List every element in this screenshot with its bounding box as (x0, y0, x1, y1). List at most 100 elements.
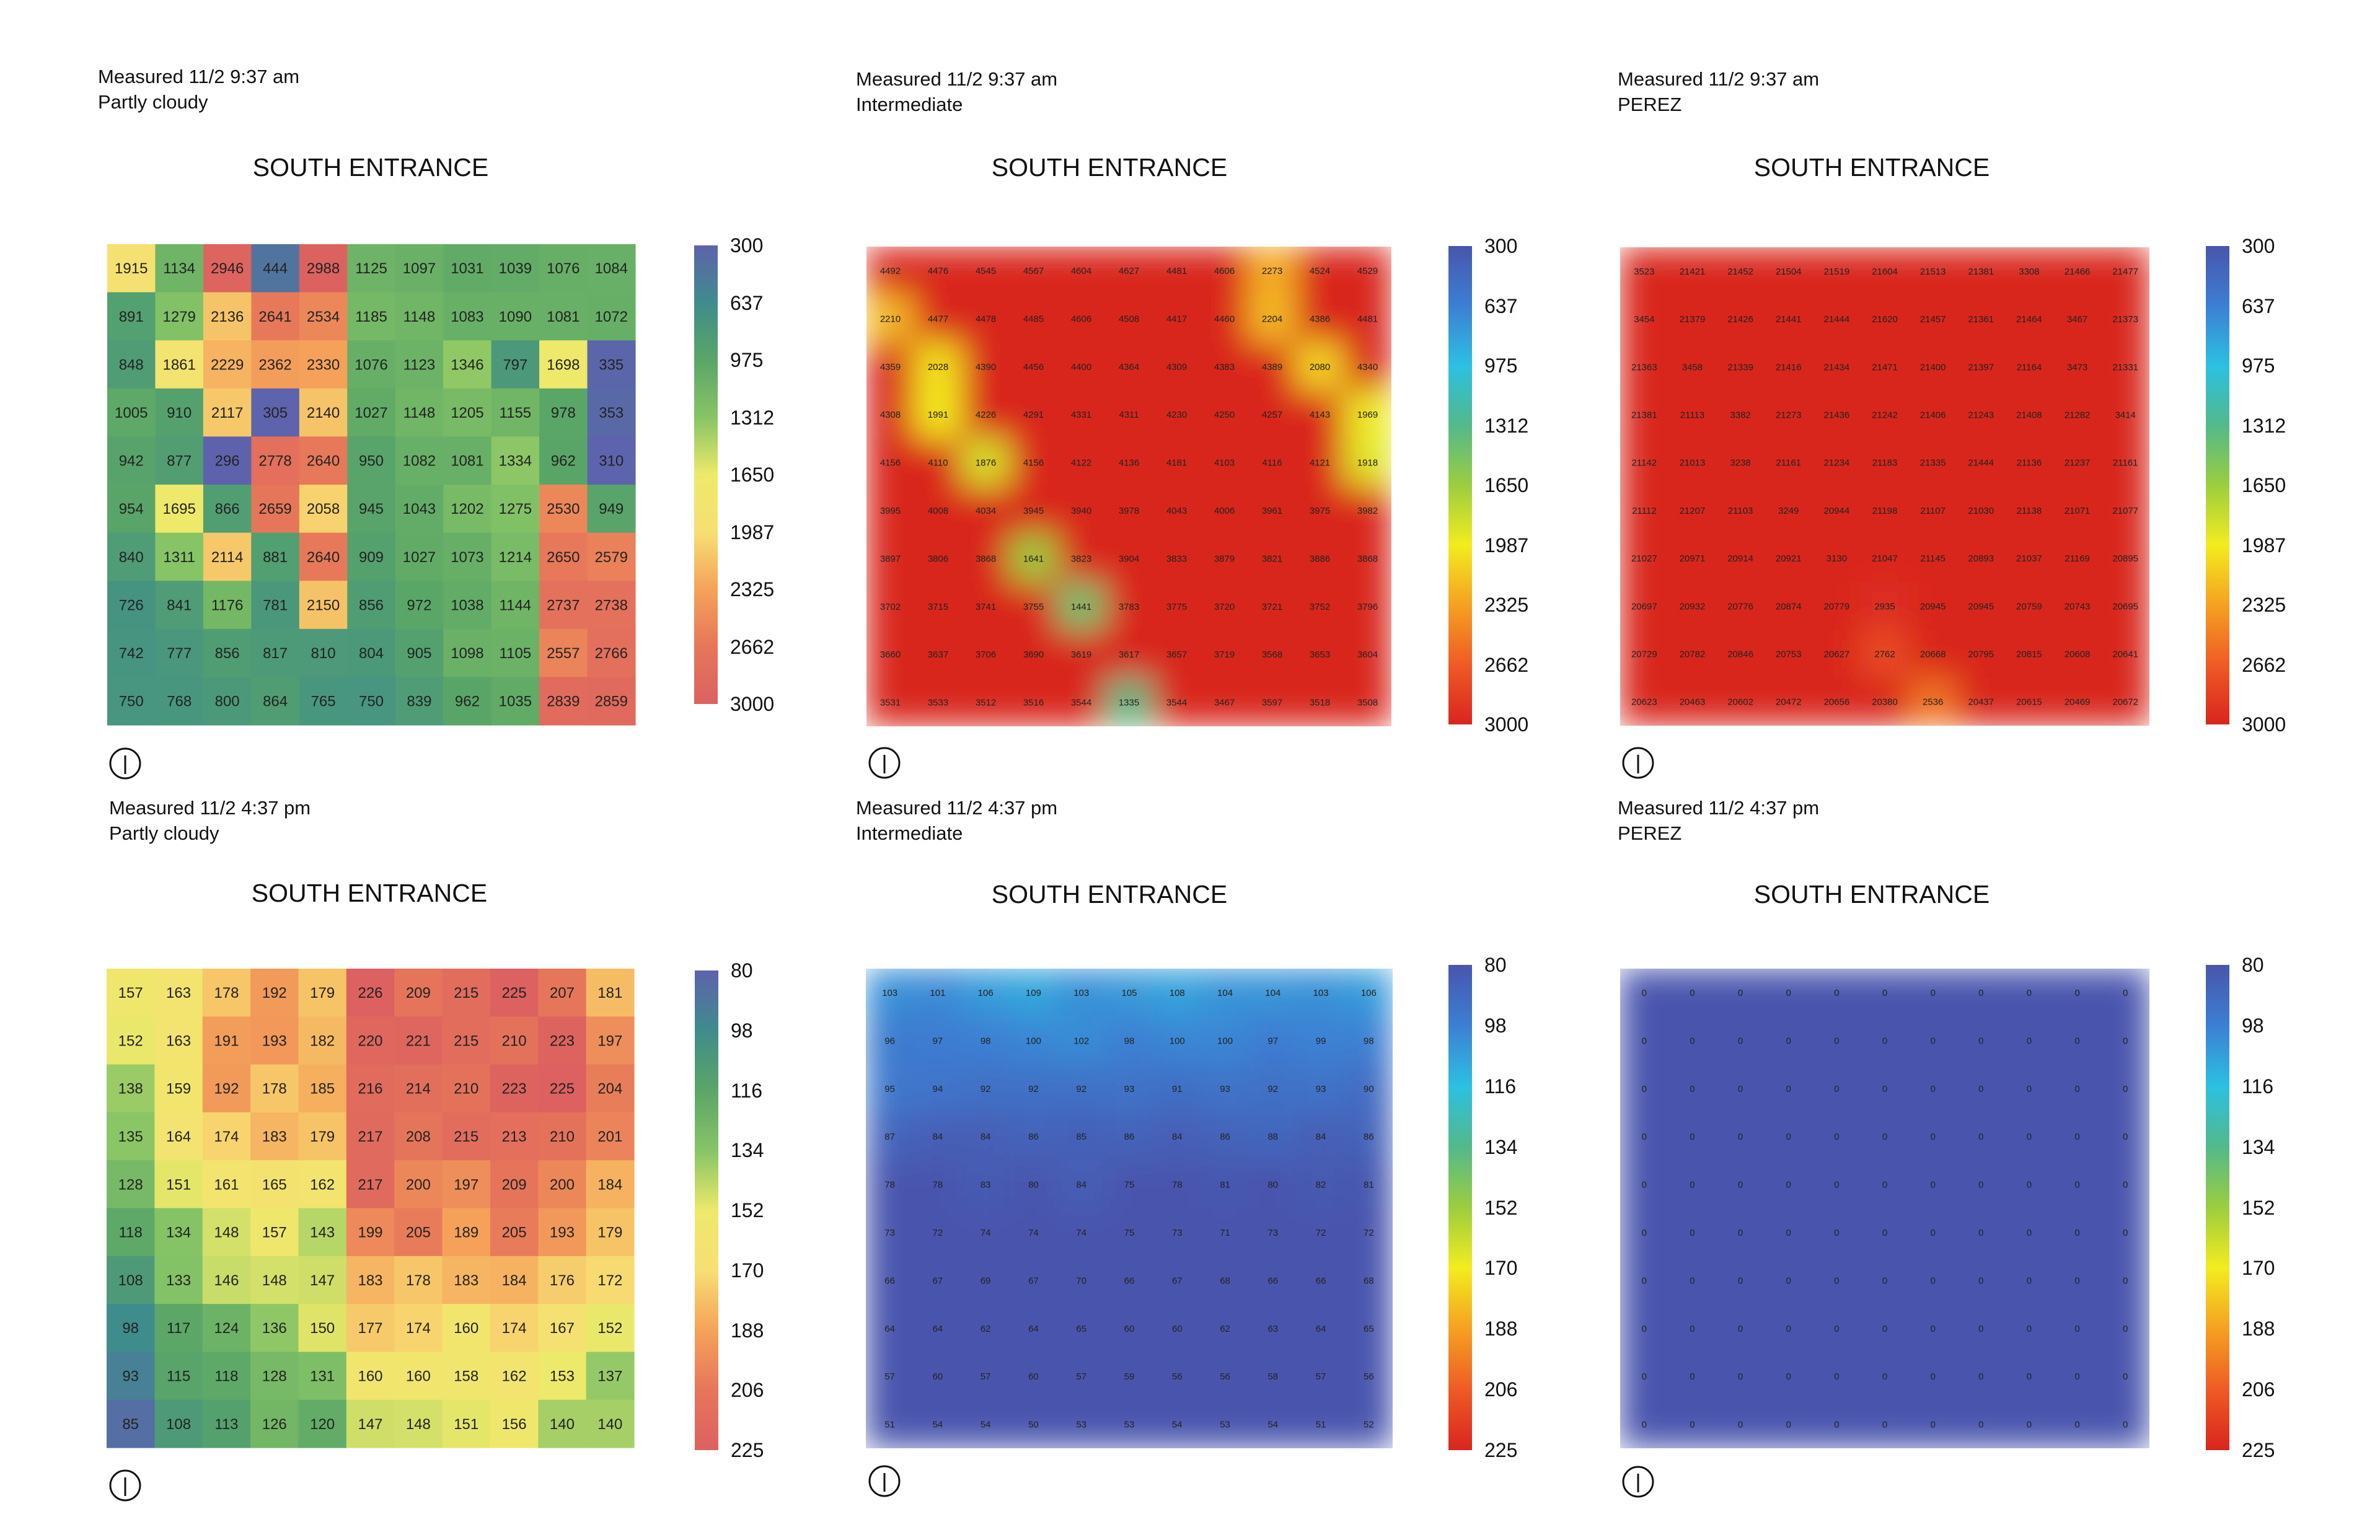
cell-value-label: 1125 (355, 260, 387, 277)
heatmap-cell (1296, 1208, 1346, 1257)
heatmap-cell (346, 1208, 395, 1257)
heatmap-cell (1201, 1112, 1250, 1161)
cell-value-label: 0 (2027, 1228, 2032, 1238)
cell-value-label: 0 (1834, 988, 1839, 998)
legend-tick-label: 1987 (730, 521, 775, 543)
cell-value-label: 4309 (1166, 362, 1187, 372)
legend-tick-label: 116 (2242, 1075, 2274, 1098)
cell-value-label: 95 (884, 1084, 895, 1094)
heatmap-cell (1009, 1304, 1058, 1353)
heatmap-cell (155, 532, 204, 581)
cell-value-label: 4627 (1119, 266, 1139, 276)
heatmap-cell (299, 485, 348, 534)
cell-value-label: 0 (2027, 988, 2032, 998)
cell-value-label: 726 (119, 597, 144, 614)
heatmap-cell (1716, 1256, 1765, 1305)
heatmap-cell (1716, 534, 1765, 583)
heatmap-cell (250, 1016, 299, 1065)
cell-value-label: 21381 (1631, 410, 1657, 420)
cell-value-label: 4456 (1023, 362, 1044, 372)
cell-value-label: 20641 (2112, 649, 2138, 659)
cell-value-label: 115 (167, 1368, 190, 1384)
color-legend: 300 637 975 1312 1650 1987 2325 2662 3000 (694, 235, 818, 714)
cell-value-label: 209 (502, 1176, 527, 1193)
heatmap-cell (202, 1256, 251, 1305)
heatmap-cell (913, 1160, 963, 1209)
heatmap-cell (1668, 677, 1717, 726)
heatmap-cell (1295, 630, 1344, 679)
cell-value-label: 804 (359, 645, 384, 662)
heatmap-cell (1009, 247, 1058, 295)
heatmap-cell (1668, 581, 1717, 631)
heatmap-cell (866, 534, 915, 583)
heatmap-cell (443, 532, 492, 581)
heatmap-cell (1057, 1352, 1106, 1401)
cell-value-label: 2839 (547, 693, 580, 710)
cell-value-label: 101 (930, 988, 945, 998)
cell-value-label: 0 (2027, 1180, 2032, 1190)
heatmap-cell (1620, 1160, 1669, 1209)
cell-value-label: 0 (1738, 988, 1743, 998)
heatmap-cell (2004, 581, 2054, 631)
heatmap-cell (1104, 342, 1153, 391)
heatmap-cell (155, 485, 204, 534)
heatmap-cell (298, 1016, 347, 1065)
heatmap-cell (1248, 1256, 1297, 1305)
cell-value-label: 0 (1882, 1180, 1887, 1190)
heatmap-cell (1248, 1400, 1297, 1448)
heatmap-cell (1860, 1064, 1910, 1113)
heatmap-cell (1104, 1112, 1154, 1161)
heatmap-cell (1009, 969, 1058, 1017)
cell-value-label: 2140 (307, 405, 340, 421)
heatmap-cell (2053, 247, 2102, 296)
cell-value-label: 83 (981, 1180, 991, 1190)
heatmap-cell (394, 1160, 443, 1209)
heatmap-cell (2053, 486, 2102, 535)
cell-value-label: 2778 (258, 453, 291, 470)
heatmap-cell (203, 677, 252, 726)
cell-value-label: 0 (1930, 1084, 1935, 1094)
heatmap-cell (1009, 1352, 1058, 1401)
heatmap-cell (913, 1352, 963, 1401)
cell-value-label: 0 (1930, 1371, 1935, 1382)
cell-value-label: 1279 (162, 309, 195, 325)
cell-value-label: 4230 (1166, 410, 1187, 420)
cell-value-label: 62 (981, 1324, 991, 1334)
cell-value-label: 4400 (1071, 362, 1091, 372)
cell-value-label: 800 (215, 693, 240, 710)
heatmap-cell (1764, 294, 1814, 343)
heatmap-cell (2100, 294, 2149, 343)
cell-value-label: 21477 (2112, 266, 2138, 277)
cell-value-label: 57 (1076, 1371, 1086, 1382)
heatmap-cell (2004, 1352, 2054, 1401)
heatmap-cell (913, 1208, 963, 1257)
heatmap-cell (1812, 1160, 1861, 1209)
cell-value-label: 962 (551, 453, 576, 470)
cell-value-label: 151 (454, 1416, 478, 1433)
heatmap-cell (538, 1256, 587, 1305)
cell-value-label: 21103 (1728, 506, 1753, 516)
cell-value-label: 2557 (547, 645, 580, 662)
cell-value-label: 1038 (451, 597, 483, 614)
heatmap-cell (2100, 390, 2149, 439)
cell-value-label: 99 (1316, 1036, 1326, 1046)
heatmap-cell (2053, 1256, 2102, 1305)
cell-value-label: 21379 (1680, 314, 1706, 325)
cell-value-label: 21013 (1680, 458, 1706, 469)
heatmap-cell (1860, 1304, 1910, 1353)
cell-value-label: 3308 (2019, 266, 2039, 277)
heatmap-cell (490, 1208, 539, 1257)
cell-value-label: 3775 (1166, 602, 1187, 612)
cell-value-label: 3516 (1023, 698, 1044, 708)
cell-value-label: 3619 (1071, 649, 1091, 660)
heatmap-cell (1620, 581, 1669, 631)
cell-value-label: 20759 (2016, 601, 2042, 612)
cell-value-label: 172 (597, 1272, 622, 1289)
legend-tick-label: 1650 (1484, 474, 1529, 496)
heatmap-cell (1153, 1064, 1202, 1113)
heatmap-cell (1668, 1208, 1717, 1257)
cell-value-label: 1123 (403, 356, 436, 373)
heatmap-cell (1956, 1208, 2006, 1257)
cell-value-label: 84 (1316, 1132, 1326, 1142)
cell-value-label: 2737 (547, 597, 580, 614)
